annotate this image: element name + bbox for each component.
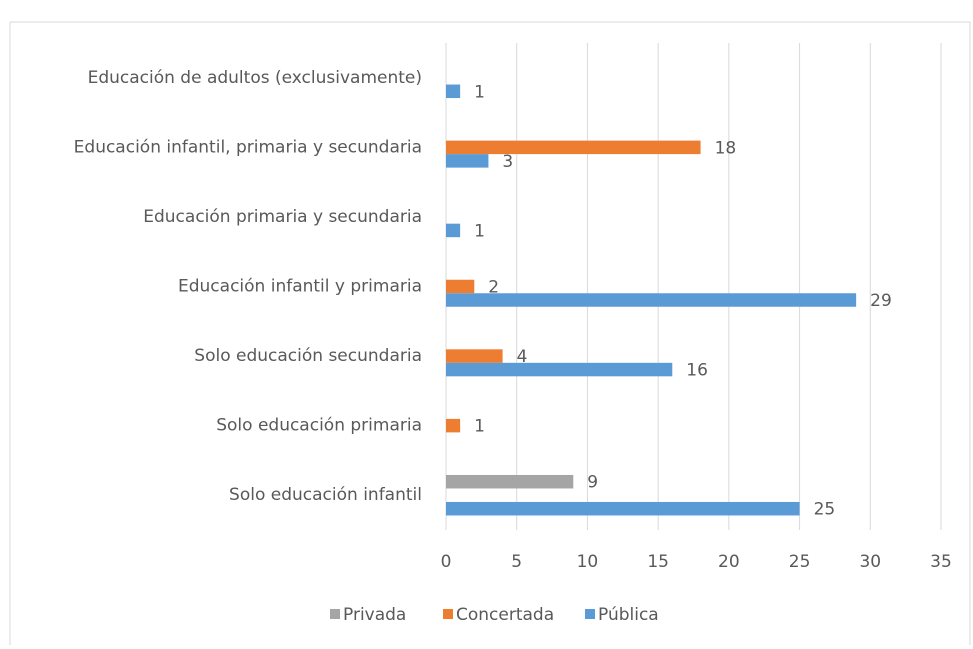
x-tick-label: 15 (647, 552, 669, 572)
data-label: 16 (686, 361, 708, 381)
bar (446, 418, 461, 433)
x-tick-label: 25 (789, 552, 811, 572)
data-label: 3 (502, 152, 513, 172)
data-label: 29 (870, 291, 892, 311)
data-label: 25 (814, 500, 836, 520)
legend-swatch (443, 609, 453, 619)
legend-label: Concertada (456, 605, 554, 625)
bar (446, 223, 461, 238)
bar (446, 140, 701, 155)
bar (446, 349, 503, 363)
data-label: 9 (587, 473, 598, 493)
y-tick-label: Solo educación secundaria (194, 346, 422, 366)
y-tick-label: Educación primaria y secundaria (143, 207, 422, 227)
bar (446, 293, 857, 307)
y-tick-label: Solo educación primaria (216, 416, 422, 436)
legend-label: Pública (598, 605, 659, 625)
bar (446, 474, 574, 489)
bar (446, 279, 475, 294)
data-label: 4 (517, 347, 528, 367)
x-tick-label: 30 (859, 552, 881, 572)
bar (446, 501, 800, 516)
legend-swatch (330, 609, 340, 619)
y-tick-label: Educación infantil, primaria y secundari… (74, 137, 422, 157)
bar (446, 154, 489, 168)
x-tick-label: 5 (511, 552, 522, 572)
data-label: 18 (715, 138, 737, 158)
x-tick-label: 0 (441, 552, 452, 572)
data-label: 2 (488, 278, 499, 298)
data-label: 1 (474, 221, 485, 241)
bar (446, 84, 461, 99)
legend-swatch (585, 609, 595, 619)
x-tick-label: 20 (718, 552, 740, 572)
y-tick-label: Educación infantil y primaria (178, 277, 422, 297)
y-tick-label: Solo educación infantil (229, 485, 422, 505)
y-tick-label: Educación de adultos (exclusivamente) (88, 68, 422, 88)
x-tick-label: 10 (577, 552, 599, 572)
chart-frame (9, 21, 971, 649)
legend-label: Privada (343, 605, 406, 625)
data-label: 1 (474, 82, 485, 102)
bar (446, 362, 673, 377)
x-tick-label: 35 (930, 552, 952, 572)
data-label: 1 (474, 417, 485, 437)
